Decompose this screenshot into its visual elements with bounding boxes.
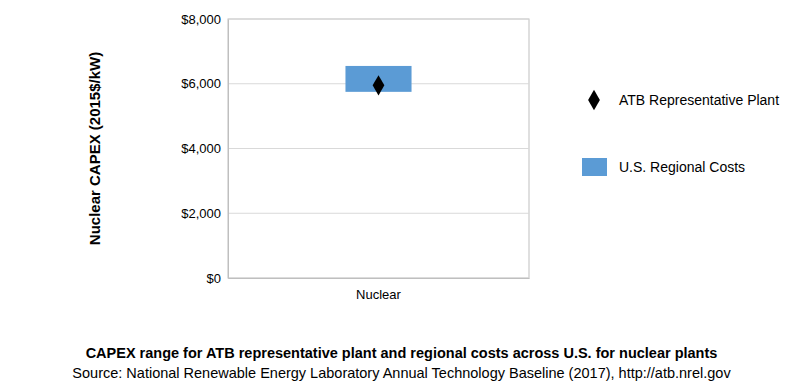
x-tick: Nuclear [356,278,401,302]
y-tick-label: $0 [207,271,221,286]
legend-label: U.S. Regional Costs [619,159,745,175]
subtitle: Source: National Renewable Energy Labora… [72,365,731,381]
y-axis-title: Nuclear CAPEX (2015$/kW) [86,52,103,245]
title: CAPEX range for ATB representative plant… [86,345,718,361]
chart: $0 $2,000 $4,000 $6,000 $8,000 Nuclear Nuclear… [0,0,803,392]
y-axis-line [228,20,229,279]
legend-label: ATB Representative Plant [619,92,779,108]
y-axis: $0 $2,000 $4,000 $6,000 $8,000 [181,12,228,286]
x-axis-line [229,278,530,279]
y-tick: $0 [207,271,228,286]
y-tick-label: $8,000 [181,12,221,27]
legend-symbol [588,90,600,110]
y-tick-label: $4,000 [181,141,221,156]
y-tick: $4,000 [181,141,228,156]
y-tick: $8,000 [181,12,228,27]
plot-frame [228,19,529,278]
y-tick-label: $2,000 [181,206,221,221]
legend-item: U.S. Regional Costs [582,158,745,176]
x-tick-label: Nuclear [356,287,401,302]
marks [345,66,411,96]
grid-line [228,213,529,214]
legend-swatch [582,158,607,176]
grid [228,19,529,278]
y-tick: $2,000 [181,206,228,221]
grid-line [228,148,529,149]
legend: ATB Representative Plant U.S. Regional Co… [582,90,779,176]
y-tick: $6,000 [181,76,228,91]
x-axis: Nuclear [229,278,530,302]
y-tick-label: $6,000 [181,76,221,91]
grid-line [228,278,529,279]
grid-line [228,19,529,20]
legend-item: ATB Representative Plant [588,90,779,110]
point [373,75,385,95]
